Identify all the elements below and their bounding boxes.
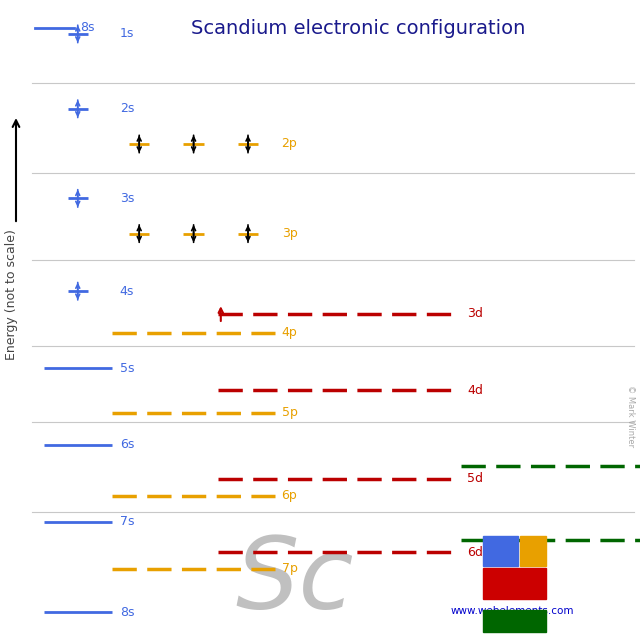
Text: © Mark Winter: © Mark Winter [626,385,635,447]
Bar [483,536,518,566]
Text: 5s: 5s [120,362,134,374]
Text: 8s: 8s [80,21,95,34]
Bar [520,536,546,566]
Text: 7p: 7p [282,563,298,575]
Text: 3s: 3s [120,192,134,205]
Text: 3d: 3d [467,307,483,320]
Text: www.webelements.com: www.webelements.com [451,606,573,616]
Text: 6s: 6s [120,438,134,451]
Text: 1s: 1s [120,28,134,40]
Text: Sc: Sc [235,532,354,630]
Text: 5d: 5d [467,472,483,485]
Text: Energy (not to scale): Energy (not to scale) [5,229,18,360]
Bar [483,610,546,632]
Text: Scandium electronic configuration: Scandium electronic configuration [191,19,525,38]
Text: 5p: 5p [282,406,298,419]
Text: 2p: 2p [282,138,298,150]
Text: 3p: 3p [282,227,298,240]
Bar [483,568,546,599]
Text: 6p: 6p [282,490,298,502]
Text: 6d: 6d [467,546,483,559]
Text: 4s: 4s [120,285,134,298]
Text: 7s: 7s [120,515,134,528]
Text: 4d: 4d [467,384,483,397]
Text: 4p: 4p [282,326,298,339]
Text: 8s: 8s [120,606,134,619]
Text: 2s: 2s [120,102,134,115]
